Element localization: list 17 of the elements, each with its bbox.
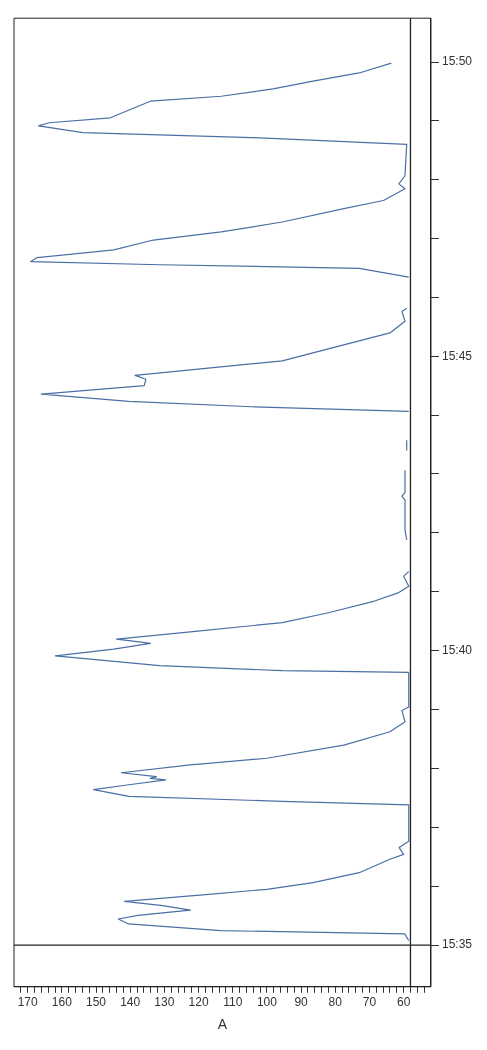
x-axis-title: A [217, 1016, 228, 1033]
x-tick-label: 70 [362, 995, 377, 1010]
y-tick-label: 15:40 [441, 642, 473, 657]
y-tick-label: 15:45 [441, 348, 473, 363]
x-tick-label: 110 [223, 995, 243, 1010]
x-tick-label: 60 [396, 995, 411, 1010]
x-tick-label: 90 [294, 995, 309, 1010]
x-tick-label: 170 [17, 995, 38, 1010]
y-tick-label: 15:50 [441, 54, 473, 69]
x-tick-label: 130 [154, 995, 175, 1010]
x-tick-label: 150 [86, 995, 107, 1010]
x-tick-label: 120 [188, 995, 209, 1010]
x-tick-label: 140 [120, 995, 141, 1010]
y-tick-label: 15:35 [441, 937, 473, 952]
x-tick-label: 160 [51, 995, 73, 1010]
x-tick-label: 100 [256, 995, 278, 1010]
x-tick-label: 80 [328, 995, 343, 1010]
